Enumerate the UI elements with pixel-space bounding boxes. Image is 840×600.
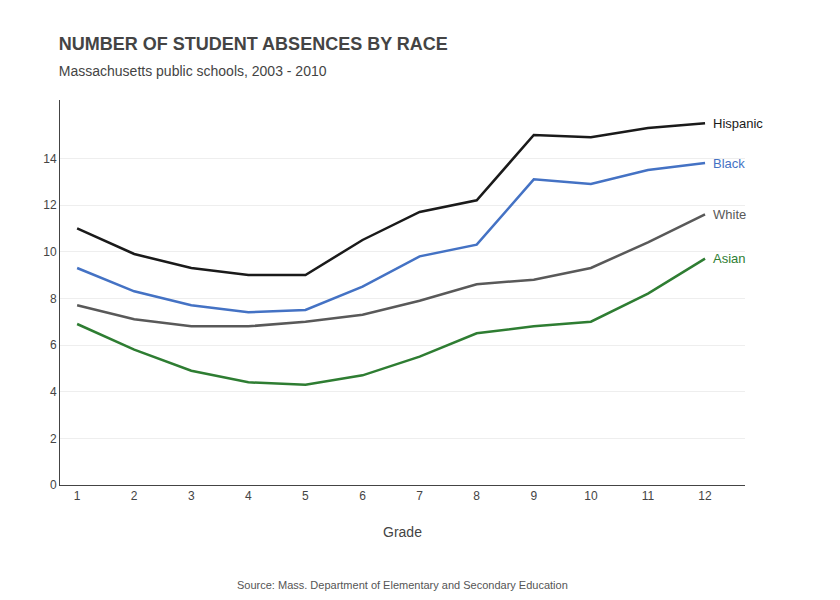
svg-text:6: 6 <box>50 338 57 352</box>
svg-text:White: White <box>713 207 746 222</box>
svg-text:5: 5 <box>302 489 309 503</box>
svg-text:9: 9 <box>530 489 537 503</box>
svg-text:12: 12 <box>43 198 57 212</box>
svg-text:6: 6 <box>359 489 366 503</box>
svg-text:Source: Mass. Department of El: Source: Mass. Department of Elementary a… <box>237 579 568 591</box>
svg-text:Massachusetts public schools,: Massachusetts public schools, 2003 - 201… <box>59 63 327 79</box>
svg-text:1: 1 <box>74 489 81 503</box>
svg-text:Grade: Grade <box>383 524 422 540</box>
svg-text:11: 11 <box>642 489 655 503</box>
svg-text:10: 10 <box>43 245 57 259</box>
svg-text:14: 14 <box>43 152 57 166</box>
svg-text:3: 3 <box>188 489 195 503</box>
svg-text:4: 4 <box>245 489 252 503</box>
svg-text:NUMBER OF STUDENT ABSENCES BY: NUMBER OF STUDENT ABSENCES BY RACE <box>59 34 448 54</box>
svg-text:4: 4 <box>50 385 57 399</box>
svg-text:Black: Black <box>713 156 745 171</box>
svg-text:7: 7 <box>416 489 423 503</box>
svg-text:8: 8 <box>50 292 57 306</box>
svg-text:2: 2 <box>131 489 138 503</box>
svg-text:Hispanic: Hispanic <box>713 116 763 131</box>
svg-text:12: 12 <box>698 489 712 503</box>
svg-text:0: 0 <box>50 478 57 492</box>
svg-text:Asian: Asian <box>713 251 746 266</box>
svg-text:2: 2 <box>50 432 57 446</box>
svg-text:10: 10 <box>584 489 598 503</box>
svg-text:8: 8 <box>473 489 480 503</box>
